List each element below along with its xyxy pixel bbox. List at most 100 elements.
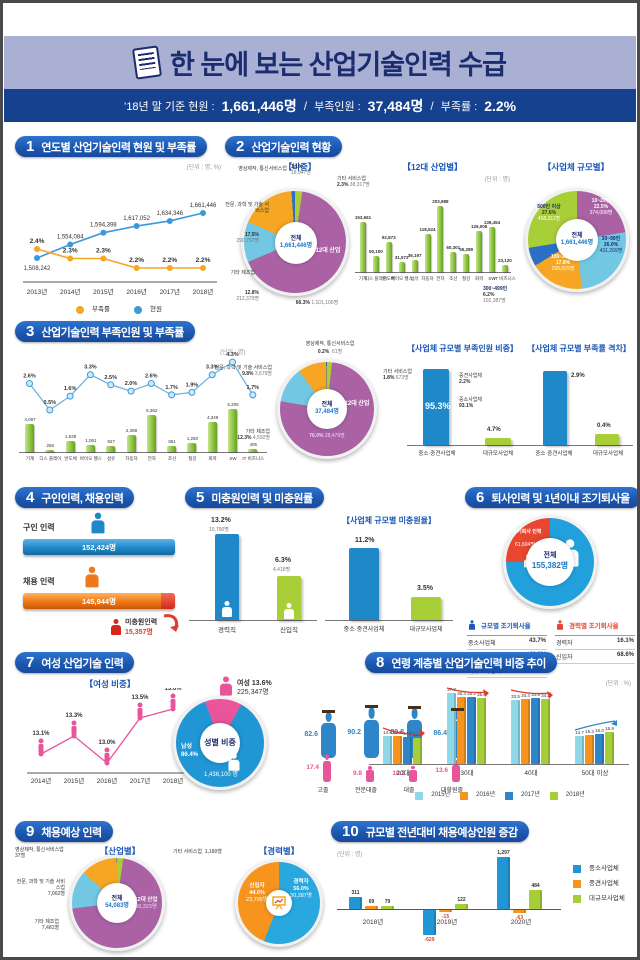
person-icon bbox=[91, 513, 105, 534]
bar-value: 2,388 bbox=[125, 428, 138, 434]
bar bbox=[248, 449, 258, 452]
subchart-title: 【사업체 규모별 부족률 격차】 bbox=[527, 344, 631, 353]
section-number: 4 bbox=[26, 489, 35, 506]
bar bbox=[543, 371, 567, 445]
category-label: 반도체 bbox=[64, 456, 77, 461]
chart-female-share: 13.1% 13.3% 13.0% 13.5% 13.6% 2014년 2015년 2016년… bbox=[19, 686, 199, 788]
separator: / bbox=[430, 98, 434, 113]
bar-value: 122 bbox=[457, 897, 466, 904]
category-label: 전문대졸 bbox=[354, 788, 378, 794]
slice-callout: 300~499인 6.2% 102,387명 bbox=[483, 286, 508, 304]
table-row: 신입자 68.6% bbox=[555, 650, 635, 664]
svg-text:2018년: 2018년 bbox=[193, 287, 213, 296]
male-value: 86.4 bbox=[433, 729, 447, 737]
bar-value: 3.5% bbox=[417, 585, 433, 592]
legend-item: 2015년 bbox=[415, 792, 450, 800]
bar-value: 405 bbox=[249, 442, 258, 448]
section-number: 10 bbox=[342, 823, 359, 840]
bar-value: 4,349 bbox=[207, 414, 219, 420]
bar-value: -15 bbox=[441, 914, 450, 920]
section-header: 4 구인인력, 채용인력 bbox=[15, 487, 135, 508]
svg-text:2016년: 2016년 bbox=[126, 287, 146, 296]
document-icon bbox=[132, 45, 163, 80]
svg-text:0.5%: 0.5% bbox=[44, 400, 57, 406]
section-number: 8 bbox=[376, 654, 385, 671]
section-title: 연도별 산업기술인력 현원 및 부족률 bbox=[41, 141, 196, 154]
axis-line bbox=[525, 445, 633, 446]
svg-text:3.3%: 3.3% bbox=[206, 365, 219, 371]
chart-el bbox=[19, 452, 267, 453]
section-header: 10 규모별 전년대비 채용예상인원 증감 bbox=[331, 821, 529, 842]
legend-item: 중소사업체 bbox=[573, 865, 625, 874]
bar bbox=[485, 438, 511, 445]
pie-gender bbox=[173, 696, 267, 790]
category-label: 반도체 bbox=[382, 276, 395, 281]
legend-item: 부족률 bbox=[76, 306, 110, 315]
bar bbox=[349, 896, 362, 909]
slice-label: 10~29인 22.5% 374,008명 bbox=[589, 198, 613, 216]
graduation-cap bbox=[364, 705, 379, 709]
slice-value: 17.5% 290,797명 bbox=[236, 232, 259, 244]
bar-value: 79 bbox=[384, 898, 391, 905]
slice-value: 0.2% 61명 bbox=[317, 349, 343, 355]
legend: 중소사업체 중견사업체 대규모사업체 bbox=[573, 865, 625, 904]
svg-text:13.1%: 13.1% bbox=[32, 731, 50, 737]
svg-text:13.6%: 13.6% bbox=[164, 688, 182, 692]
bar-value: 14.7 bbox=[575, 730, 584, 736]
legend-swatch bbox=[573, 895, 581, 904]
slice-label: 기타 제조업 7,481명 bbox=[34, 919, 59, 931]
chart-el bbox=[337, 909, 561, 910]
presentation-icon bbox=[272, 896, 286, 910]
slice-value: 66.3% 1,101,106명 bbox=[295, 300, 339, 306]
section-number: 6 bbox=[476, 489, 485, 506]
category-label: 기계 bbox=[25, 456, 35, 461]
svg-text:4.3%: 4.3% bbox=[226, 352, 239, 358]
section-number: 3 bbox=[26, 323, 35, 340]
building-bar bbox=[349, 548, 379, 620]
svg-text:2.5%: 2.5% bbox=[104, 375, 117, 381]
bar-value: 4,097 bbox=[24, 416, 36, 422]
female-value: 9.8 bbox=[352, 770, 362, 778]
bar-value: 4.7% bbox=[487, 427, 501, 433]
svg-text:1.7%: 1.7% bbox=[165, 385, 178, 391]
bar-value: 31,572 bbox=[394, 254, 409, 260]
category-label: 30대 bbox=[460, 770, 474, 777]
hbar-hired: 145,944명 bbox=[23, 593, 175, 609]
svg-text:13.5%: 13.5% bbox=[131, 695, 149, 701]
bar bbox=[423, 369, 449, 445]
slice-value: 1,436,100 명 bbox=[204, 772, 238, 778]
category-label: 고졸 bbox=[317, 788, 329, 794]
category-label: 20대 bbox=[396, 770, 410, 777]
legend: 부족률 현원 bbox=[15, 306, 223, 315]
subchart-title: 【비중】 bbox=[283, 162, 317, 172]
legend-item: 2017년 bbox=[505, 792, 540, 800]
person-icon bbox=[228, 753, 240, 771]
bar bbox=[85, 444, 95, 452]
slice-label: 기타 제조업 12.3% 4,592명 bbox=[237, 429, 270, 441]
bar bbox=[423, 910, 436, 936]
bar bbox=[187, 443, 197, 452]
category-label: SW bbox=[229, 456, 237, 461]
bar-value: 34.2 bbox=[541, 693, 550, 699]
female-figure bbox=[365, 766, 375, 782]
legend-item: 중견사업체 bbox=[573, 880, 625, 889]
male-value: 82.6 bbox=[304, 730, 318, 738]
legend-swatch bbox=[505, 792, 513, 800]
subchart-title: 【여성 비중】 bbox=[84, 679, 136, 689]
slice-value: 61,604명 bbox=[515, 542, 535, 548]
legend-swatch bbox=[133, 306, 142, 315]
header-stats-bar: ’18년 말 기준 현원 : 1,661,446명 / 부족인원 : 37,48… bbox=[4, 89, 636, 122]
category-label: 50대 이상 bbox=[581, 770, 609, 777]
person-icon bbox=[284, 603, 294, 619]
svg-text:2014년: 2014년 bbox=[31, 776, 51, 785]
category-label: 기계 bbox=[358, 276, 368, 281]
bar-value: 33.5 bbox=[511, 694, 520, 700]
bar-value: 6,205 bbox=[227, 402, 239, 407]
subchart-title: 【사업체 규모별】 bbox=[542, 162, 610, 172]
donut-center: 전체 37,484명 bbox=[307, 389, 347, 429]
svg-text:2.3%: 2.3% bbox=[63, 248, 78, 255]
annotation: 중소사업체 93.1% bbox=[459, 397, 483, 409]
category-label: 바이오 헬스 bbox=[79, 456, 102, 461]
svg-text:2013년: 2013년 bbox=[27, 287, 47, 296]
table-row: 경력자 16.1% bbox=[555, 636, 635, 650]
